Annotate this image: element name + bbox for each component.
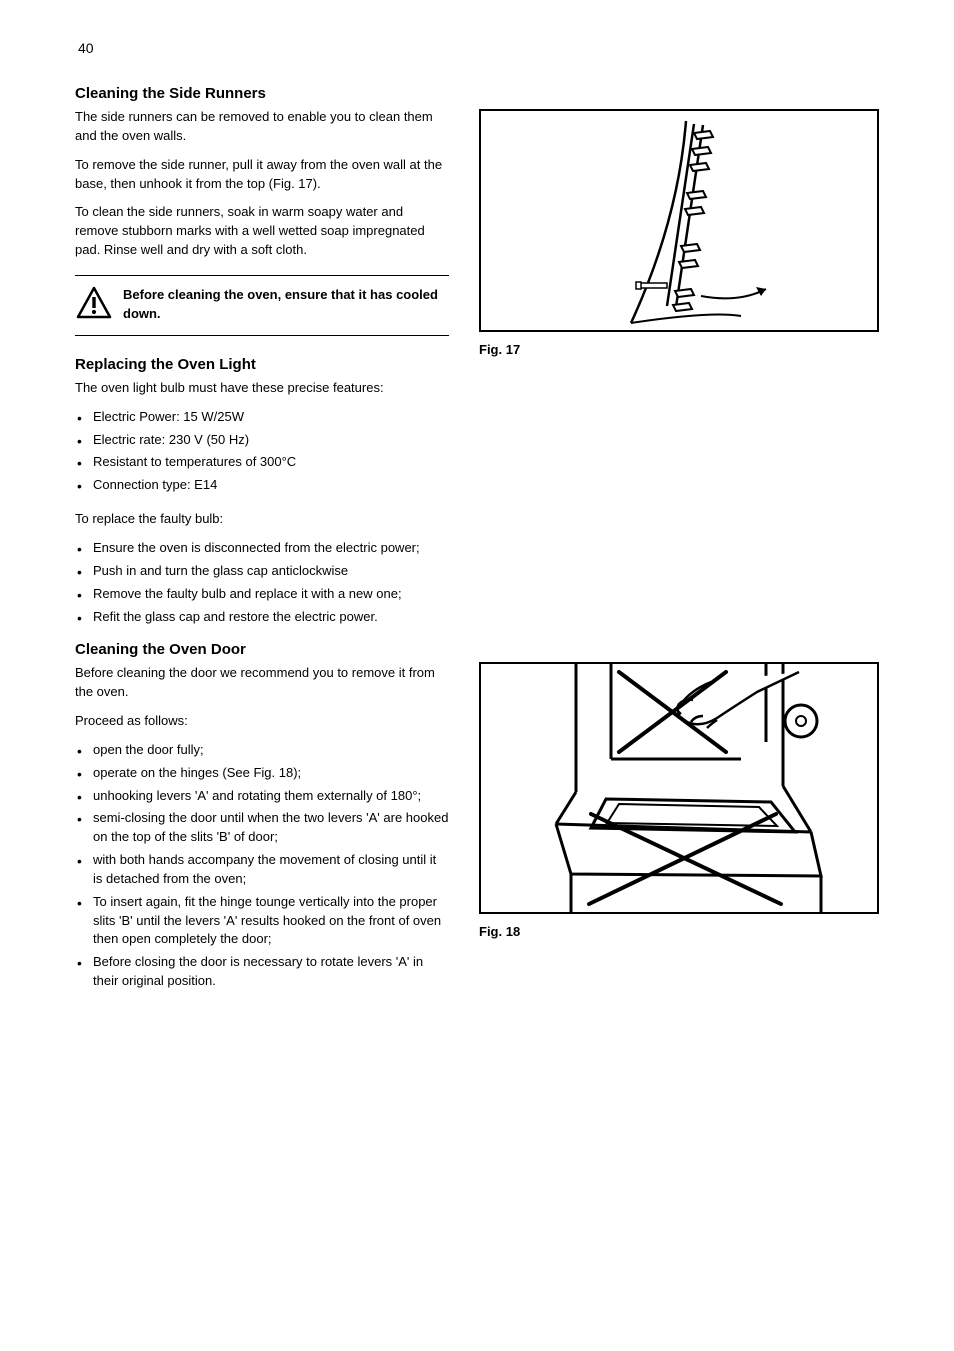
figure-18-label: Fig. 18 <box>479 924 879 939</box>
light-steps-label: To replace the faulty bulb: <box>75 510 449 529</box>
list-item: Before closing the door is necessary to … <box>75 953 449 991</box>
list-item: semi-closing the door until when the two… <box>75 809 449 847</box>
list-item: Electric Power: 15 W/25W <box>75 408 449 427</box>
list-item: open the door fully; <box>75 741 449 760</box>
door-steps-label: Proceed as follows: <box>75 712 449 731</box>
side-runners-p1: The side runners can be removed to enabl… <box>75 108 449 146</box>
light-steps-list: Ensure the oven is disconnected from the… <box>75 539 449 626</box>
page-content: Cleaning the Side Runners The side runne… <box>75 85 879 1006</box>
door-steps-list: open the door fully; operate on the hing… <box>75 741 449 991</box>
list-item: unhooking levers 'A' and rotating them e… <box>75 787 449 806</box>
side-runners-p2: To remove the side runner, pull it away … <box>75 156 449 194</box>
list-item: Electric rate: 230 V (50 Hz) <box>75 431 449 450</box>
figure-18 <box>479 662 879 914</box>
list-item: with both hands accompany the movement o… <box>75 851 449 889</box>
list-item: Connection type: E14 <box>75 476 449 495</box>
figure-17 <box>479 109 879 332</box>
side-runners-p3: To clean the side runners, soak in warm … <box>75 203 449 260</box>
right-column: Fig. 17 <box>479 85 879 1006</box>
section-title-light: Replacing the Oven Light <box>75 356 449 373</box>
page-number: 40 <box>78 40 94 56</box>
list-item: operate on the hinges (See Fig. 18); <box>75 764 449 783</box>
left-column: Cleaning the Side Runners The side runne… <box>75 85 449 1006</box>
list-item: Resistant to temperatures of 300°C <box>75 453 449 472</box>
light-specs-list: Electric Power: 15 W/25W Electric rate: … <box>75 408 449 495</box>
warning-box: Before cleaning the oven, ensure that it… <box>75 275 449 336</box>
figure-17-label: Fig. 17 <box>479 342 879 357</box>
list-item: Refit the glass cap and restore the elec… <box>75 608 449 627</box>
list-item: Ensure the oven is disconnected from the… <box>75 539 449 558</box>
section-title-door: Cleaning the Oven Door <box>75 641 449 658</box>
section-title-side-runners: Cleaning the Side Runners <box>75 85 449 102</box>
warning-text: Before cleaning the oven, ensure that it… <box>123 286 449 325</box>
list-item: Push in and turn the glass cap anticlock… <box>75 562 449 581</box>
door-intro: Before cleaning the door we recommend yo… <box>75 664 449 702</box>
list-item: To insert again, fit the hinge tounge ve… <box>75 893 449 950</box>
light-intro: The oven light bulb must have these prec… <box>75 379 449 398</box>
warning-icon <box>75 286 113 325</box>
list-item: Remove the faulty bulb and replace it wi… <box>75 585 449 604</box>
